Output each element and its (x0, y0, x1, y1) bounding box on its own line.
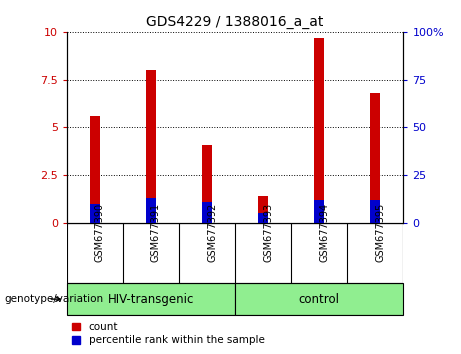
Text: GSM677395: GSM677395 (375, 202, 385, 262)
Bar (90, 204, 100, 223)
Text: genotype/variation: genotype/variation (5, 294, 104, 304)
Text: GSM677392: GSM677392 (207, 202, 217, 262)
Text: HIV-transgenic: HIV-transgenic (108, 293, 194, 306)
Text: GSM677391: GSM677391 (151, 202, 161, 262)
Text: GSM677394: GSM677394 (319, 202, 329, 262)
Bar (314, 38, 324, 223)
Bar (258, 196, 268, 223)
Bar (67, 283, 235, 315)
Bar (90, 116, 100, 223)
Text: GSM677390: GSM677390 (95, 202, 105, 262)
Text: GSM677393: GSM677393 (263, 202, 273, 262)
Bar (370, 93, 380, 223)
Bar (314, 200, 324, 223)
Bar (235, 283, 403, 315)
Bar (202, 145, 212, 223)
Title: GDS4229 / 1388016_a_at: GDS4229 / 1388016_a_at (147, 16, 324, 29)
Legend: count, percentile rank within the sample: count, percentile rank within the sample (72, 322, 265, 345)
Bar (146, 70, 156, 223)
Bar (202, 202, 212, 223)
Bar (146, 198, 156, 223)
Bar (258, 213, 268, 223)
Bar (370, 200, 380, 223)
Text: control: control (299, 293, 340, 306)
